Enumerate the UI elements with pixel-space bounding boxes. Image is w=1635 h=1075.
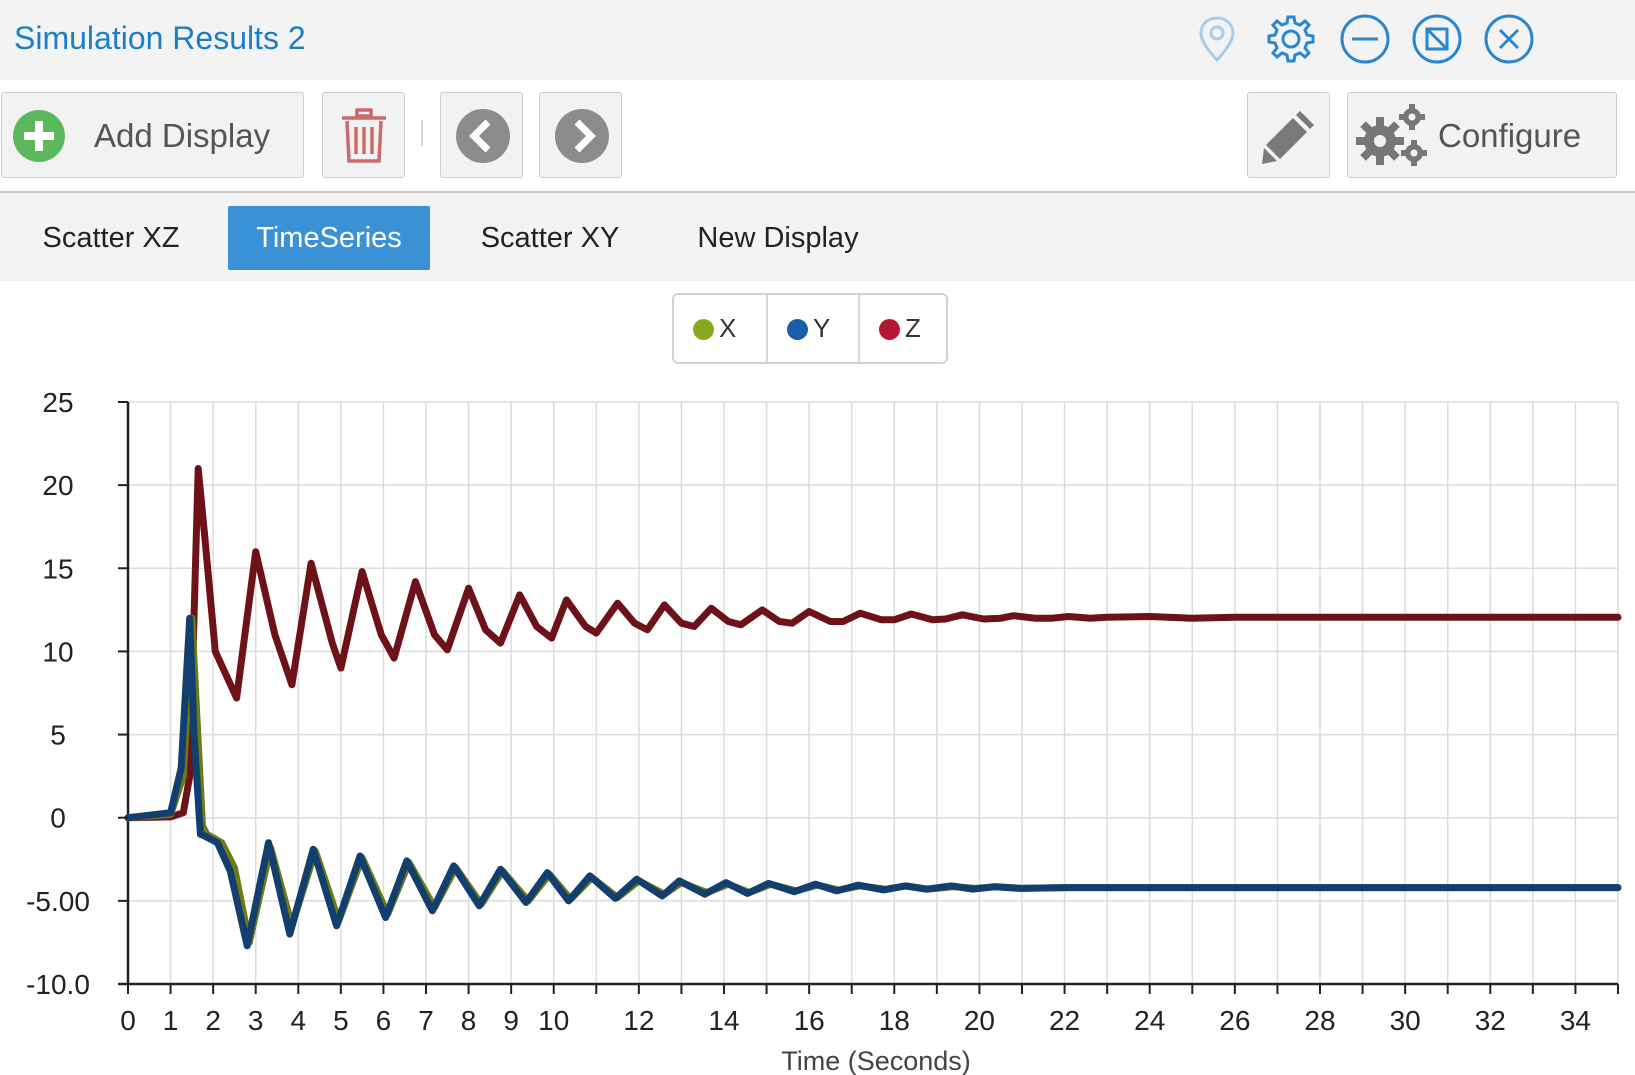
x-tick-label: 6 xyxy=(376,1005,392,1036)
tab-scatter-xy[interactable]: Scatter XY xyxy=(480,222,620,254)
pencil-icon xyxy=(1262,111,1314,164)
x-tick-label: 22 xyxy=(1049,1005,1080,1036)
chart-grid xyxy=(127,401,1619,985)
y-tick-label: 25 xyxy=(42,387,73,418)
x-tick-label: 28 xyxy=(1304,1005,1335,1036)
legend-item-z[interactable]: Z xyxy=(858,295,950,362)
y-tick-label: 5 xyxy=(50,720,66,751)
popout-icon[interactable] xyxy=(1410,12,1464,66)
x-tick-label: 2 xyxy=(205,1005,221,1036)
tab-new-display[interactable]: New Display xyxy=(697,222,859,254)
title-bar: Simulation Results 2 xyxy=(0,0,1635,80)
window-title: Simulation Results 2 xyxy=(14,20,306,56)
next-button[interactable] xyxy=(539,92,622,178)
chart-series xyxy=(124,465,1622,950)
x-tick-label: 30 xyxy=(1390,1005,1421,1036)
legend-item-y[interactable]: Y xyxy=(766,295,858,362)
series-line-z[interactable] xyxy=(124,465,1622,822)
chart-axes xyxy=(118,402,1618,986)
x-tick-label: 34 xyxy=(1560,1005,1591,1036)
configure-button[interactable]: Configure xyxy=(1347,92,1617,178)
tab-timeseries[interactable]: TimeSeries xyxy=(228,206,430,270)
add-icon xyxy=(13,110,65,162)
y-tick-label: 15 xyxy=(42,553,73,584)
x-tick-label: 18 xyxy=(879,1005,910,1036)
legend-label-x: X xyxy=(719,313,737,343)
trash-icon xyxy=(342,108,386,163)
toolbar-separator xyxy=(421,120,423,146)
toolbar: Add Display xyxy=(0,80,1635,193)
chart-legend: X Y Z xyxy=(672,293,948,364)
y-tick-label: -10.0 xyxy=(26,969,90,1000)
close-icon[interactable] xyxy=(1482,12,1536,66)
x-tick-label: 24 xyxy=(1134,1005,1165,1036)
gear-icon[interactable] xyxy=(1264,12,1318,66)
x-tick-label: 10 xyxy=(538,1005,569,1036)
x-tick-label: 8 xyxy=(461,1005,477,1036)
y-tick-label: 0 xyxy=(50,803,66,834)
x-tick-label: 20 xyxy=(964,1005,995,1036)
x-tick-label: 26 xyxy=(1219,1005,1250,1036)
x-tick-label: 3 xyxy=(248,1005,264,1036)
x-tick-label: 4 xyxy=(290,1005,306,1036)
legend-item-x[interactable]: X xyxy=(674,295,766,362)
previous-button[interactable] xyxy=(440,92,523,178)
y-tick-label: -5.00 xyxy=(26,886,90,917)
add-display-label: Add Display xyxy=(94,117,271,154)
x-tick-label: 7 xyxy=(418,1005,434,1036)
chevron-left-icon xyxy=(456,109,510,163)
chevron-right-icon xyxy=(555,109,609,163)
legend-label-z: Z xyxy=(905,313,921,343)
y-tick-label: 20 xyxy=(42,470,73,501)
x-axis-label: Time (Seconds) xyxy=(781,1046,971,1075)
x-tick-label: 32 xyxy=(1475,1005,1506,1036)
x-tick-label: 5 xyxy=(333,1005,349,1036)
minimize-icon[interactable] xyxy=(1338,12,1392,66)
legend-dot-x xyxy=(693,319,714,340)
legend-label-y: Y xyxy=(813,313,831,343)
x-tick-label: 9 xyxy=(503,1005,519,1036)
gears-icon xyxy=(1356,104,1427,166)
tab-scatter-xz[interactable]: Scatter XZ xyxy=(42,222,180,254)
series-line-y[interactable] xyxy=(124,614,1622,950)
series-line-x[interactable] xyxy=(124,614,1622,946)
x-tick-label: 16 xyxy=(794,1005,825,1036)
configure-label: Configure xyxy=(1438,117,1582,154)
edit-button[interactable] xyxy=(1247,92,1330,178)
x-tick-label: 14 xyxy=(708,1005,739,1036)
delete-button[interactable] xyxy=(322,92,405,178)
x-tick-label: 0 xyxy=(120,1005,136,1036)
map-pin-icon[interactable] xyxy=(1190,12,1244,66)
add-display-button[interactable]: Add Display xyxy=(1,92,304,178)
x-tick-label: 12 xyxy=(623,1005,654,1036)
tab-bar: Scatter XZ TimeSeries Scatter XY New Dis… xyxy=(0,193,1635,281)
x-tick-label: 1 xyxy=(163,1005,179,1036)
legend-dot-y xyxy=(787,319,808,340)
legend-dot-z xyxy=(879,319,900,340)
y-tick-label: 10 xyxy=(42,636,73,667)
